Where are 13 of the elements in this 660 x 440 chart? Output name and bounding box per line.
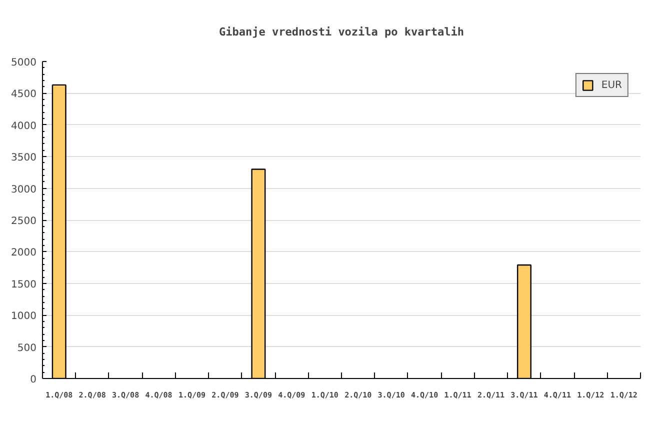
y-tick-label: 3000 <box>11 184 37 196</box>
legend-label: EUR <box>601 80 622 90</box>
y-tick-label: 5000 <box>11 58 37 68</box>
y-tick-label: 500 <box>17 342 37 354</box>
y-tick-label: 0 <box>30 374 37 386</box>
chart-title: Gibanje vrednosti vozila po kvartalih <box>218 26 464 38</box>
y-tick-label: 1000 <box>11 311 37 322</box>
y-tick-label: 3500 <box>11 152 37 164</box>
y-tick-label: 4500 <box>11 89 37 100</box>
y-tick-label: 4000 <box>11 120 37 132</box>
y-tick-label: 2000 <box>11 248 37 259</box>
y-tick-label: 2500 <box>11 216 37 227</box>
y-tick-label: 1500 <box>11 279 37 290</box>
